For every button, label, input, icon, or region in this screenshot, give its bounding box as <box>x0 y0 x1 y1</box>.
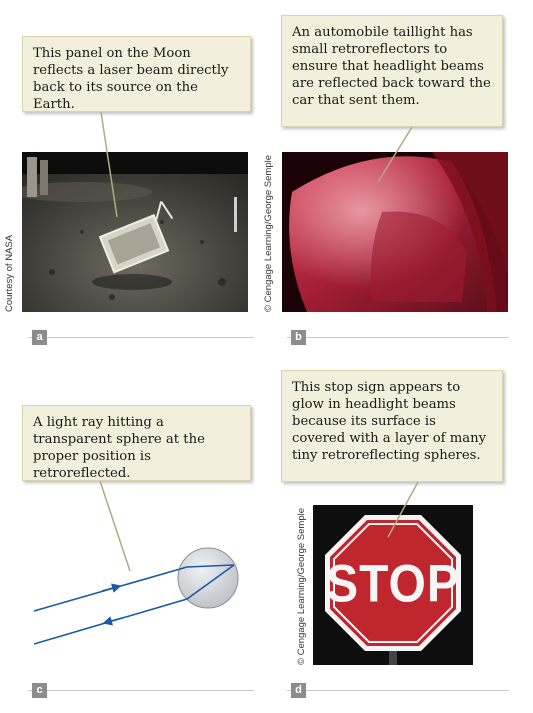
photo-credit-nasa: Courtesy of NASA <box>4 234 15 312</box>
panel-rule-d <box>287 690 509 691</box>
stop-sign-photo: STOP <box>313 505 473 665</box>
outgoing-ray-arrow <box>102 616 123 626</box>
incoming-ray <box>33 564 235 612</box>
panel-rule-c <box>28 690 254 691</box>
callout-taillight-text: An automobile taillight has small retror… <box>292 25 491 108</box>
stop-sign-octagon <box>330 520 456 646</box>
panel-label-d: d <box>291 683 306 698</box>
moon-reflector-photo <box>22 152 248 312</box>
callout-pointer-d <box>387 482 419 538</box>
outgoing-ray <box>33 564 235 645</box>
retroreflection-diagram <box>33 481 239 645</box>
incoming-ray-arrow <box>101 583 122 593</box>
panel-label-c: c <box>32 683 47 698</box>
photo-credit-d: © Cengage Learning/George Semple <box>296 508 307 665</box>
callout-sphere-text: A light ray hitting a transparent sphere… <box>33 415 205 481</box>
callout-taillight: An automobile taillight has small retror… <box>281 15 503 127</box>
callout-pointer-a <box>100 112 118 218</box>
transparent-sphere <box>177 547 239 609</box>
callout-pointer-b <box>377 127 413 183</box>
panel-label-a: a <box>32 330 47 345</box>
panel-rule-b <box>287 337 509 338</box>
callout-pointer-c <box>99 481 131 572</box>
callout-stop-sign: This stop sign appears to glow in headli… <box>281 370 503 482</box>
taillight-photo <box>282 152 508 312</box>
stop-sign-text: STOP <box>326 555 460 614</box>
callout-sphere: A light ray hitting a transparent sphere… <box>22 405 251 481</box>
callout-stop-sign-text: This stop sign appears to glow in headli… <box>292 380 487 463</box>
photo-credit-b: © Cengage Learning/George Semple <box>263 155 274 312</box>
panel-rule-a <box>28 337 254 338</box>
callout-moon-reflector: This panel on the Moon reflects a laser … <box>22 36 251 112</box>
panel-label-b: b <box>291 330 306 345</box>
callout-moon-reflector-text: This panel on the Moon reflects a laser … <box>33 46 229 112</box>
